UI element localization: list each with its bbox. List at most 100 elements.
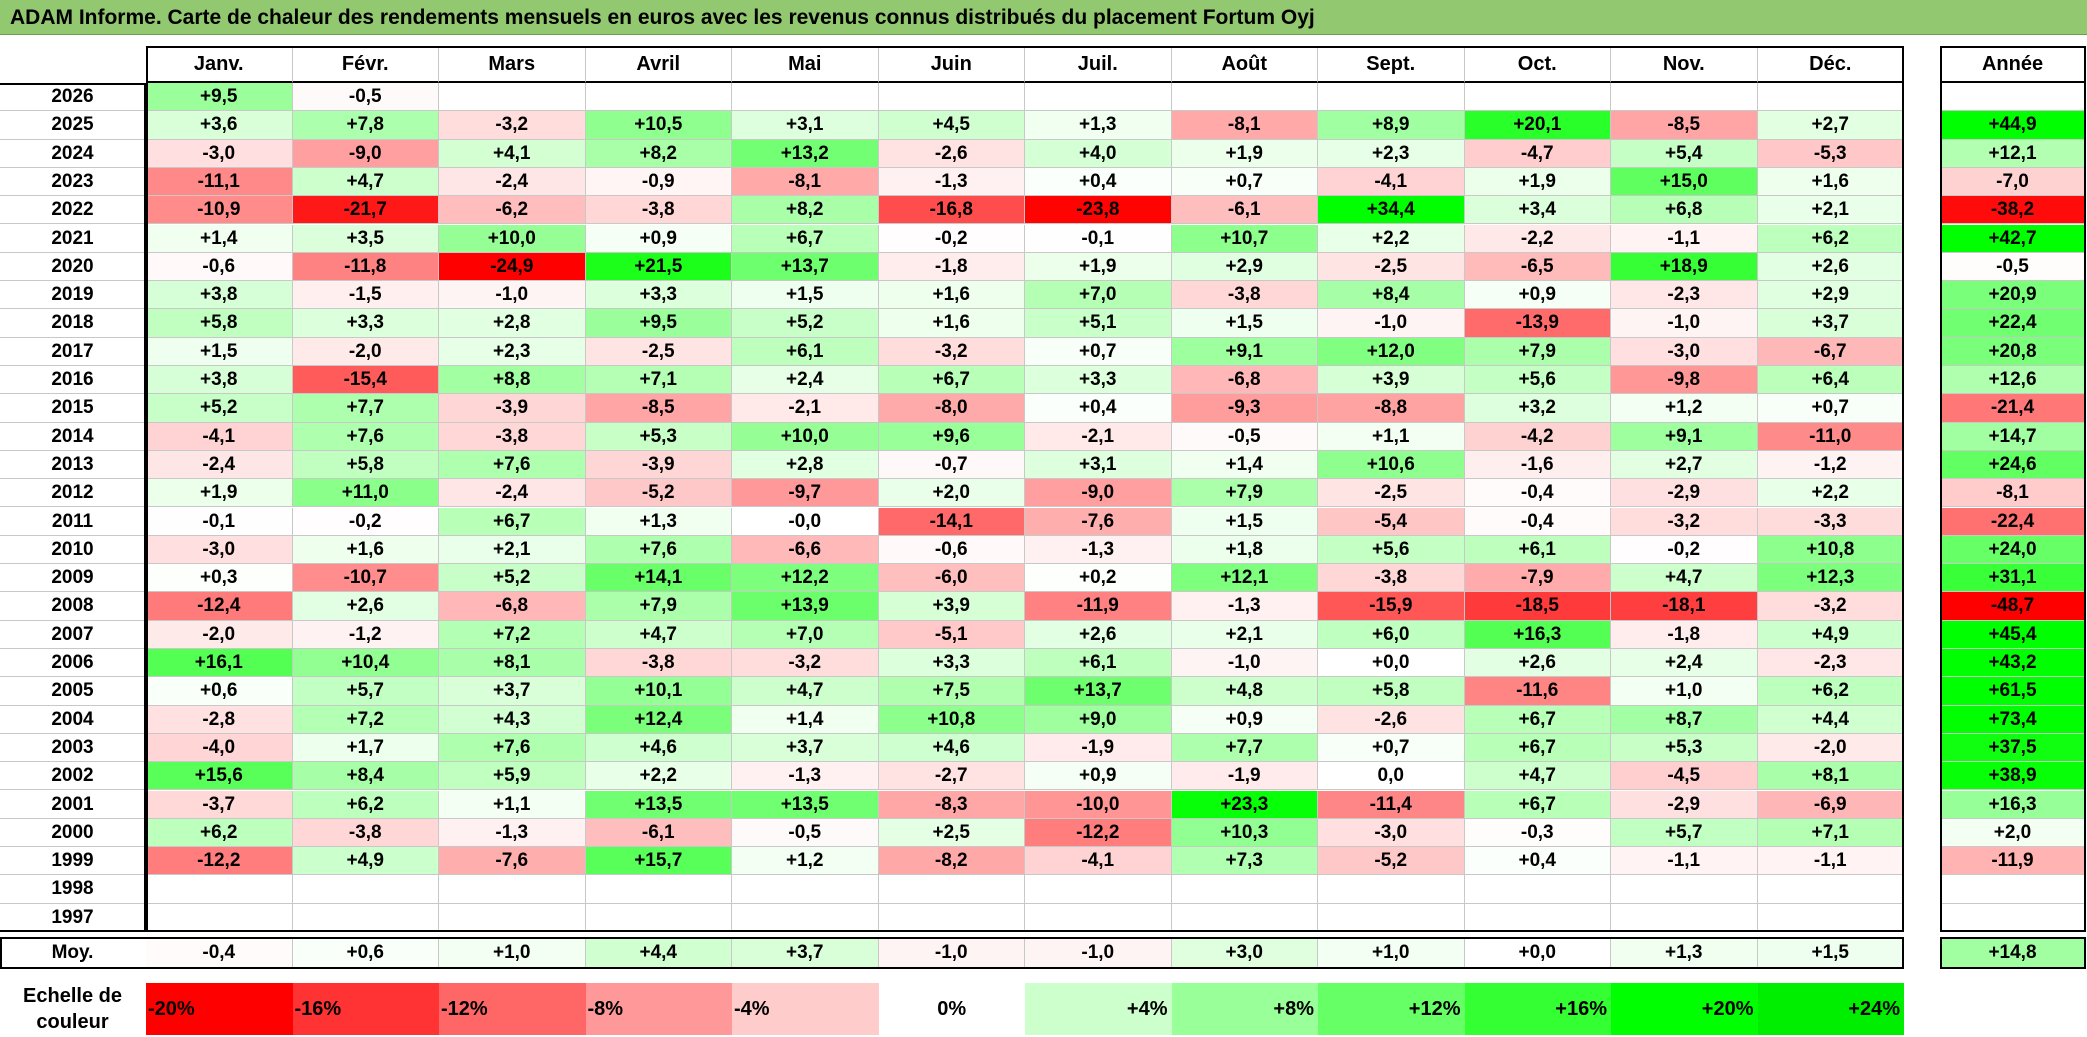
heatmap-cell: +23,3 [1171,790,1318,819]
heatmap-cell: -6,1 [1171,196,1318,225]
heatmap-cell: +4,7 [732,677,879,706]
average-cell: +1,0 [1318,937,1465,969]
annual-cell [1940,875,2086,904]
heatmap-cell [1171,875,1318,904]
heatmap-cell: +13,9 [732,592,879,621]
heatmap-cell: +4,8 [1171,677,1318,706]
heatmap-cell: -2,4 [146,450,293,480]
heatmap-cell: +1,9 [1025,252,1172,282]
heatmap-cell: -13,9 [1464,309,1611,338]
heatmap-cell: -3,8 [1171,281,1318,310]
heatmap-cell: +0,0 [1318,649,1465,678]
heatmap-cell: +1,3 [1025,111,1172,140]
heatmap-cell: +8,4 [292,762,439,791]
heatmap-cell: -9,3 [1171,394,1318,423]
heatmap-cell: -1,8 [878,252,1025,282]
heatmap-cell: +2,5 [878,818,1025,848]
year-label: 2008 [0,592,145,621]
heatmap-cell: -3,3 [1757,507,1904,536]
year-label: 2024 [0,139,145,168]
heatmap-cell: +7,2 [292,705,439,734]
heatmap-cell: +7,9 [1464,337,1611,366]
heatmap-cell: +16,3 [1464,620,1611,649]
heatmap-cell: +4,4 [1757,705,1904,734]
heatmap-cell: -8,5 [585,394,732,423]
heatmap-cell: +4,9 [292,847,439,876]
heatmap-cell: -10,7 [292,564,439,593]
heatmap-cell: +6,7 [732,224,879,253]
annual-cell: -8,1 [1940,479,2086,508]
heatmap-cell: 0,0 [1318,762,1465,791]
annual-cell: +14,7 [1940,422,2086,451]
year-label: 2005 [0,677,145,706]
heatmap-cell: -2,1 [732,394,879,423]
heatmap-cell: +1,5 [1171,507,1318,536]
heatmap-cell: -1,3 [732,762,879,791]
color-scale-step: -12% [439,983,586,1035]
annual-cell: -11,9 [1940,847,2086,876]
heatmap-cell [1464,875,1611,904]
heatmap-cell: -1,5 [292,281,439,310]
average-cell: +1,3 [1611,937,1758,969]
heatmap-cell: -11,9 [1025,592,1172,621]
heatmap-cell: -3,0 [146,535,293,565]
heatmap-cell: -3,2 [1757,592,1904,621]
heatmap-cell: +6,7 [878,366,1025,395]
annual-cell: -48,7 [1940,592,2086,621]
heatmap-cell: -9,0 [1025,479,1172,508]
color-scale-step: -16% [292,983,439,1035]
heatmap-cell: +12,4 [585,705,732,734]
heatmap-cell: -1,2 [292,620,439,649]
heatmap-cell [1318,83,1465,112]
heatmap-cell: -3,9 [439,394,586,423]
heatmap-cell: +7,6 [292,422,439,451]
heatmap-cell: -3,2 [878,337,1025,366]
year-label: 2011 [0,507,145,536]
heatmap-cell [585,83,732,112]
heatmap-cell: -2,3 [1757,649,1904,678]
heatmap-cell: +6,7 [1464,733,1611,763]
heatmap-cell: -2,0 [146,620,293,649]
heatmap-cell: +2,8 [732,450,879,480]
heatmap-cell: +21,5 [585,252,732,282]
year-label: 2004 [0,705,145,734]
heatmap-cell: -1,3 [1025,535,1172,565]
heatmap-cell [878,903,1025,932]
heatmap-cell: -8,1 [732,167,879,197]
heatmap-cell: -6,1 [585,818,732,848]
month-header: Oct. [1464,46,1611,83]
month-header: Avril [585,46,732,83]
heatmap-cell: +6,1 [1464,535,1611,565]
annual-cell: -7,0 [1940,167,2086,197]
heatmap-cell: +5,8 [146,309,293,338]
heatmap-cell: -3,8 [1318,564,1465,593]
chart-title: ADAM Informe. Carte de chaleur des rende… [0,0,2087,35]
heatmap-cell: -4,1 [1025,847,1172,876]
heatmap-cell: +9,5 [146,83,293,112]
heatmap-cell: +8,1 [1757,762,1904,791]
heatmap-cell: -15,9 [1318,592,1465,621]
heatmap-cell: +20,1 [1464,111,1611,140]
heatmap-cell: +7,5 [878,677,1025,706]
heatmap-cell [1025,875,1172,904]
heatmap-cell: -3,0 [146,139,293,168]
heatmap-cell [585,875,732,904]
year-label: 2025 [0,111,145,140]
annual-cell: +24,6 [1940,450,2086,480]
year-label: 2023 [0,167,145,197]
heatmap-cell: -8,8 [1318,394,1465,423]
heatmap-cell: +2,3 [439,337,586,366]
heatmap-cell: -21,7 [292,196,439,225]
heatmap-cell: -3,0 [1318,818,1465,848]
heatmap-cell: +1,1 [1318,422,1465,451]
month-header: Mars [439,46,586,83]
annual-cell: +42,7 [1940,224,2086,253]
heatmap-cell: +2,0 [878,479,1025,508]
heatmap-cell: +8,2 [585,139,732,168]
annual-cell: -21,4 [1940,394,2086,423]
heatmap-cell: +3,9 [878,592,1025,621]
heatmap-cell: -10,0 [1025,790,1172,819]
heatmap-cell: -2,9 [1611,790,1758,819]
average-cell: +0,0 [1464,937,1611,969]
heatmap-cell: +6,4 [1757,366,1904,395]
